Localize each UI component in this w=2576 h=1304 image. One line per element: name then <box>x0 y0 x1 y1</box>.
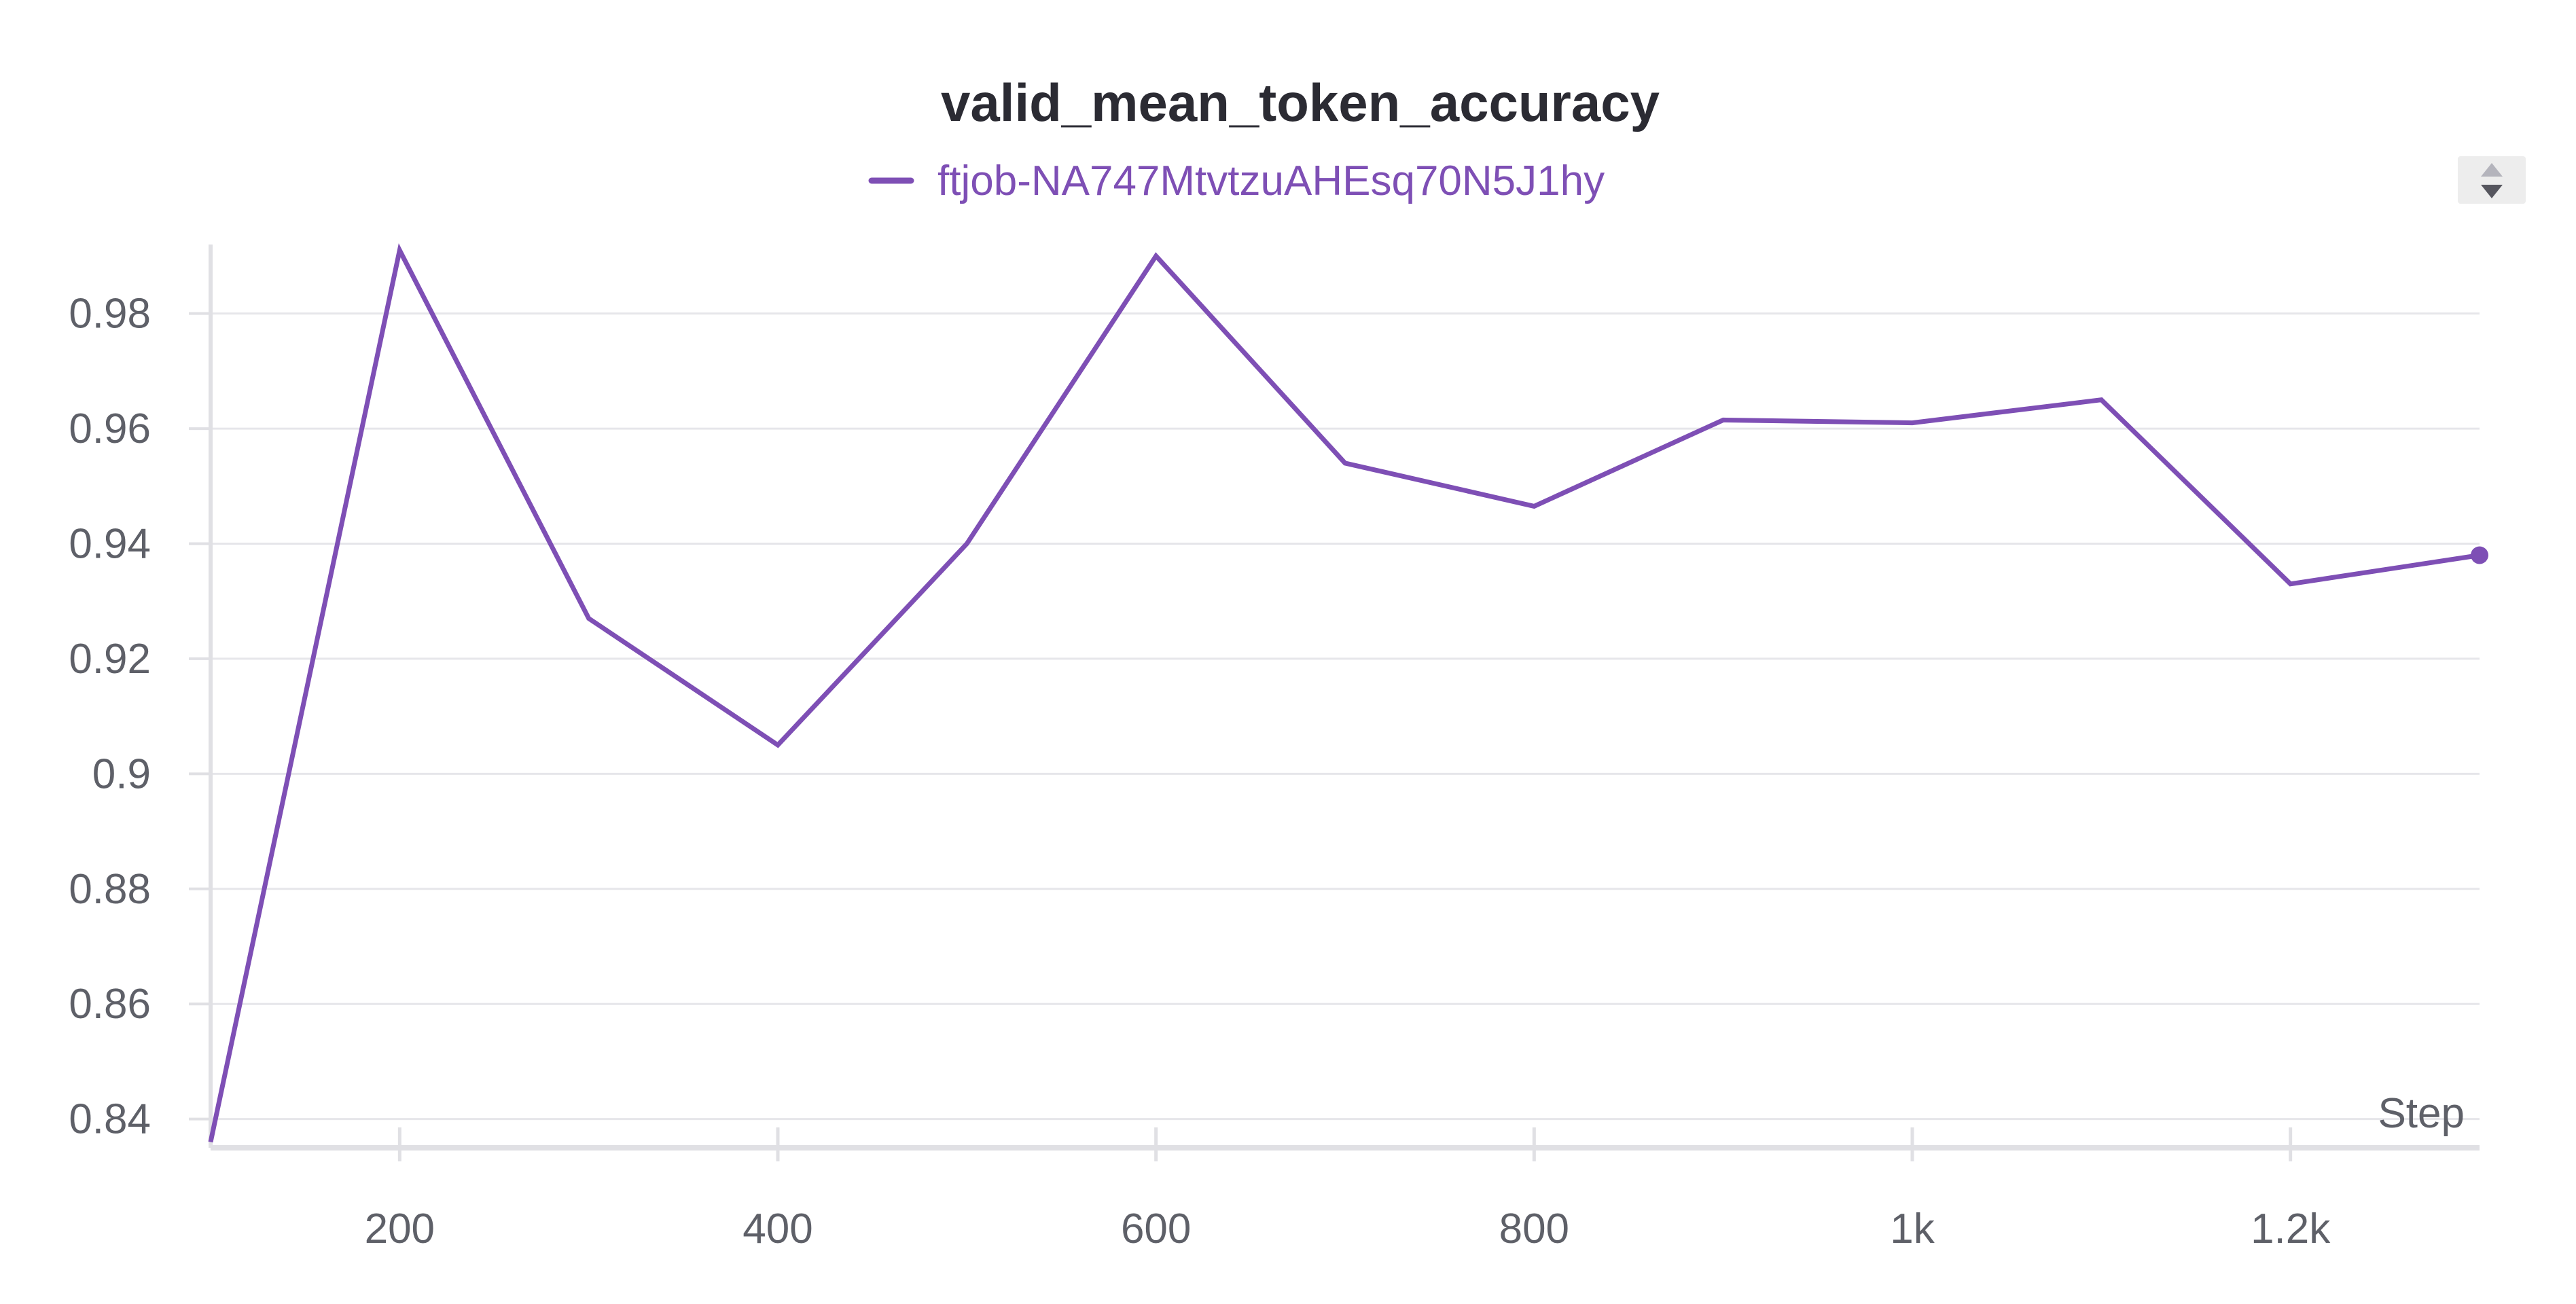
series-end-marker <box>2471 546 2488 564</box>
legend[interactable]: ftjob-NA747MtvtzuAHEsq70N5J1hy <box>868 158 1605 204</box>
tick-labels: 0.84 0.86 0.88 0.9 0.92 0.94 0.96 0.98 200 400 600… <box>69 291 2331 1252</box>
x-tick-label: 1k <box>1890 1206 1935 1252</box>
x-tick-label: 200 <box>365 1206 435 1252</box>
x-tick-label: 800 <box>1499 1206 1569 1252</box>
data-point[interactable] <box>771 738 785 752</box>
y-tick-label: 0.88 <box>69 866 151 913</box>
data-point[interactable] <box>2284 577 2297 591</box>
data-point[interactable] <box>582 612 596 626</box>
y-tick-label: 0.86 <box>69 981 151 1028</box>
data-point[interactable] <box>1149 249 1163 263</box>
data-point[interactable] <box>1717 413 1730 427</box>
x-axis-title: Step <box>2378 1090 2465 1137</box>
x-tick-label: 600 <box>1121 1206 1191 1252</box>
x-tick-label: 1.2k <box>2251 1206 2331 1252</box>
x-tick-label: 400 <box>743 1206 812 1252</box>
y-tick-label: 0.94 <box>69 521 151 568</box>
data-point[interactable] <box>2094 393 2108 407</box>
data-point[interactable] <box>1906 416 1919 430</box>
axes <box>189 244 2480 1161</box>
y-tick-label: 0.96 <box>69 405 151 452</box>
y-tick-label: 0.98 <box>69 291 151 338</box>
chart-title: valid_mean_token_accuracy <box>941 73 1660 132</box>
y-tick-label: 0.9 <box>92 750 151 797</box>
y-tick-label: 0.84 <box>69 1096 151 1143</box>
data-point[interactable] <box>393 243 406 257</box>
y-tick-label: 0.92 <box>69 636 151 683</box>
data-point[interactable] <box>204 1136 217 1149</box>
data-point[interactable] <box>1338 456 1352 470</box>
series-line[interactable] <box>208 243 2480 1143</box>
legend-label: ftjob-NA747MtvtzuAHEsq70N5J1hy <box>937 158 1605 204</box>
series-layer <box>204 243 2488 1149</box>
data-point[interactable] <box>960 537 973 551</box>
sort-updown-icon[interactable] <box>2458 156 2526 204</box>
grid-lines <box>211 312 2480 1121</box>
data-point[interactable] <box>1527 499 1541 513</box>
